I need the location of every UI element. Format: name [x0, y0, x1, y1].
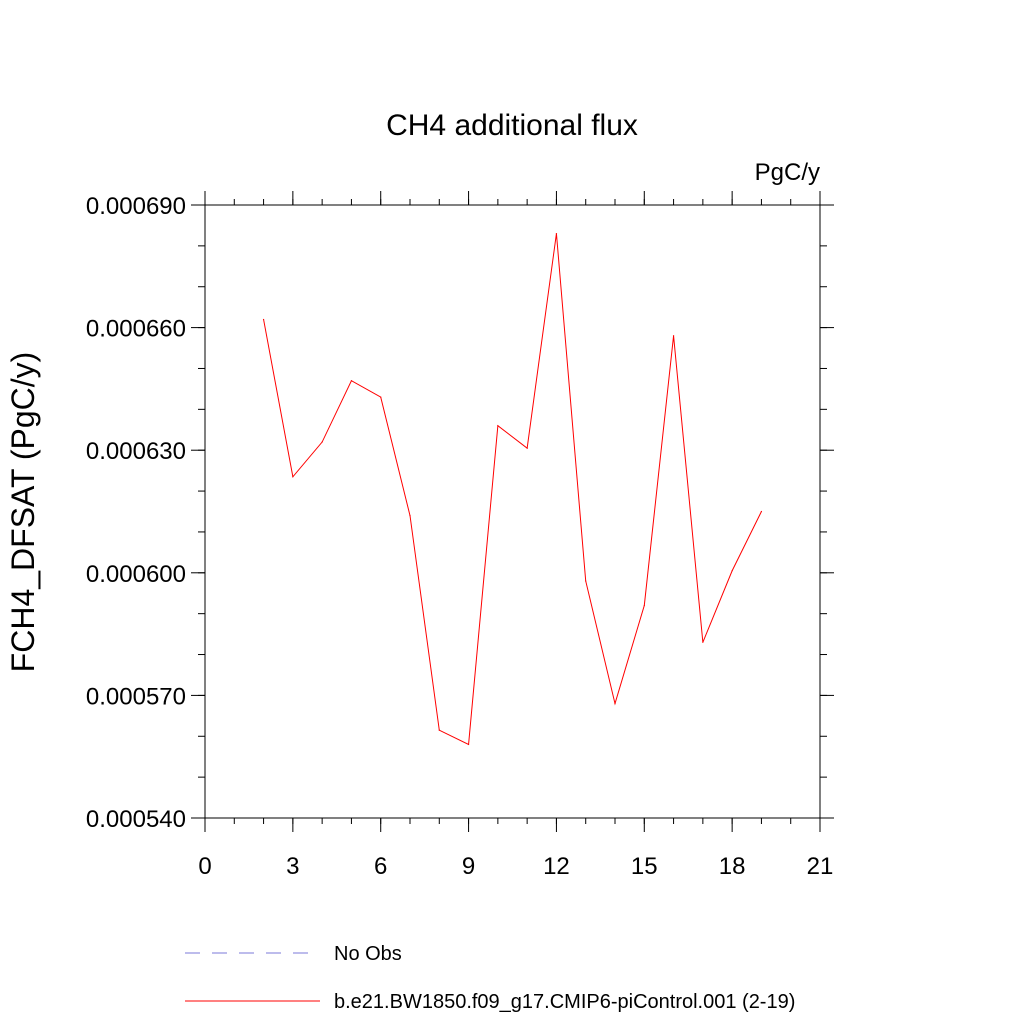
x-tick-label: 3	[286, 853, 299, 880]
legend-label-picontrol: b.e21.BW1850.f09_g17.CMIP6-piControl.001…	[334, 991, 795, 1013]
data-point	[409, 514, 411, 517]
y-tick-label: 0.000570	[86, 683, 186, 710]
data-point	[614, 702, 616, 705]
data-point	[643, 604, 645, 607]
legend: No Obs b.e21.BW1850.f09_g17.CMIP6-piCont…	[185, 943, 795, 1013]
series-layer	[262, 233, 763, 746]
data-point	[497, 425, 499, 427]
x-tick-label: 21	[807, 853, 834, 880]
data-point	[702, 641, 704, 643]
data-point	[292, 476, 294, 478]
y-axis-label: FCH4_DFSAT (PgC/y)	[5, 352, 41, 673]
data-point	[321, 441, 323, 443]
series-line	[263, 233, 762, 746]
x-tick-label: 15	[631, 853, 658, 880]
data-point	[467, 743, 470, 746]
y-tick-label: 0.000600	[86, 561, 186, 588]
x-tick-label: 18	[719, 853, 746, 880]
data-point	[760, 510, 763, 513]
data-point	[731, 570, 733, 572]
data-point	[350, 380, 353, 382]
data-point	[380, 396, 382, 398]
legend-label-no-obs: No Obs	[334, 943, 402, 965]
chart-title: CH4 additional flux	[386, 109, 638, 142]
x-tick-label: 9	[462, 853, 475, 880]
x-tick-label: 0	[198, 853, 211, 880]
data-point	[438, 729, 440, 731]
units-label: PgC/y	[755, 159, 820, 186]
data-point	[672, 335, 675, 337]
data-point	[526, 447, 528, 449]
x-tick-label: 6	[374, 853, 387, 880]
y-tick-label: 0.000660	[86, 316, 186, 343]
y-tick-label: 0.000690	[86, 193, 186, 220]
y-tick-label: 0.000630	[86, 438, 186, 465]
data-point	[262, 318, 265, 321]
data-point	[585, 580, 587, 582]
x-tick-label: 12	[543, 853, 570, 880]
axes: 0 3 6 9 12 15 18 21 0.000540 0.000570 0.000600 0.00…	[86, 191, 834, 880]
plot-frame	[204, 204, 821, 819]
y-tick-label: 0.000540	[86, 806, 186, 833]
data-point	[555, 233, 558, 235]
